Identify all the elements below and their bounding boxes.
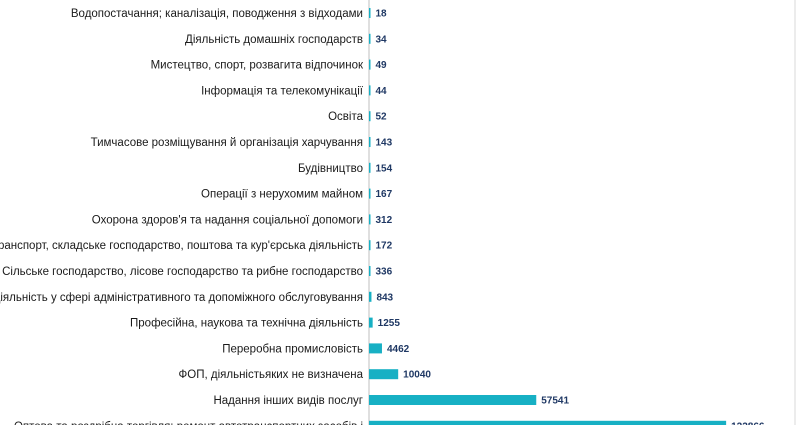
bar bbox=[369, 240, 371, 251]
category-label: Будівництво bbox=[298, 163, 363, 175]
value-label: 18 bbox=[376, 9, 388, 20]
category-label: Оптова та роздрібна торгівля; ремонт авт… bbox=[14, 421, 363, 425]
value-label: 52 bbox=[376, 112, 388, 123]
category-label: ФОП, діяльністьяких не визначена bbox=[179, 369, 364, 381]
bar bbox=[369, 137, 371, 147]
value-label: 49 bbox=[376, 60, 388, 71]
category-label: Водопостачання; каналізація, поводження … bbox=[71, 8, 363, 20]
value-label: 172 bbox=[376, 241, 393, 252]
value-label: 167 bbox=[376, 189, 393, 200]
bar bbox=[369, 162, 371, 173]
category-label: Освіта bbox=[328, 111, 363, 123]
value-label: 154 bbox=[376, 163, 393, 174]
bar bbox=[369, 8, 371, 18]
category-label: Надання інших видів послуг bbox=[213, 395, 363, 407]
value-label: 4462 bbox=[387, 344, 410, 355]
category-label: Транспорт, складське господарство, пошто… bbox=[0, 240, 363, 252]
bar bbox=[369, 33, 371, 44]
bar bbox=[369, 85, 371, 96]
category-label: Операції з нерухомим майном bbox=[201, 189, 363, 201]
category-label: Сільське господарство, лісове господарст… bbox=[2, 266, 363, 278]
value-label: 1255 bbox=[378, 318, 401, 329]
value-label: 44 bbox=[376, 86, 388, 97]
bar bbox=[369, 188, 371, 199]
value-label: 143 bbox=[376, 138, 393, 149]
value-label: 34 bbox=[376, 34, 388, 45]
value-label: 57541 bbox=[541, 396, 569, 407]
bar bbox=[369, 291, 372, 302]
category-label: Інформація та телекомунікації bbox=[201, 85, 364, 97]
category-label: Переробна промисловість bbox=[222, 343, 363, 355]
bar bbox=[369, 395, 537, 405]
bar bbox=[369, 214, 371, 225]
value-label: 312 bbox=[376, 215, 393, 226]
bar bbox=[369, 317, 373, 328]
category-label: Діяльність домашніх господарств bbox=[185, 34, 363, 46]
bar bbox=[369, 343, 382, 354]
bar bbox=[369, 369, 399, 380]
bar bbox=[369, 420, 727, 425]
bar bbox=[369, 111, 371, 122]
bar bbox=[369, 266, 371, 276]
category-label: Мистецтво, спорт, розвагита відпочинок bbox=[151, 60, 364, 72]
value-label: 843 bbox=[376, 292, 393, 303]
value-label: 122866 bbox=[731, 421, 765, 425]
category-label: Охорона здоров'я та надання соціальної д… bbox=[92, 214, 363, 226]
category-label: Професійна, наукова та технічна діяльніс… bbox=[130, 318, 363, 330]
category-label: Діяльність у сфері адміністративного та … bbox=[0, 292, 363, 304]
bar bbox=[369, 59, 371, 70]
value-label: 336 bbox=[376, 267, 393, 278]
value-label: 10040 bbox=[403, 370, 431, 381]
category-label: Тимчасове розміщування й організація хар… bbox=[91, 137, 363, 149]
